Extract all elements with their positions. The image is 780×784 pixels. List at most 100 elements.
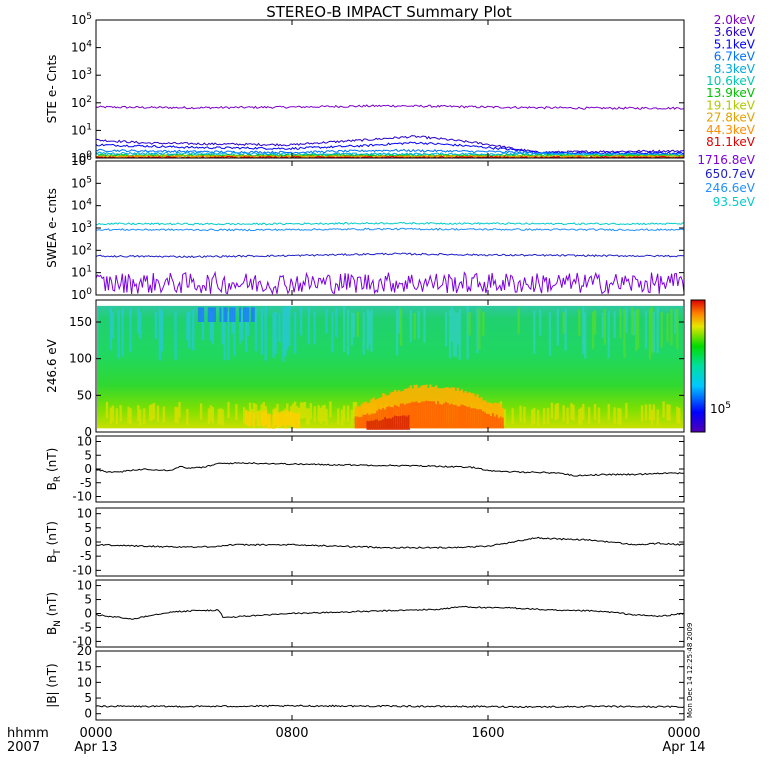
heatmap-stripe: [572, 404, 575, 421]
y-tick-label: 5: [84, 521, 92, 535]
legend-entry: 8.3keV: [714, 62, 756, 76]
heatmap-stripe: [652, 311, 655, 353]
y-tick-label: -5: [80, 620, 92, 634]
heatmap-stripe: [111, 405, 115, 422]
heatmap-stripe: [546, 408, 550, 425]
heatmap-stripe: [282, 410, 285, 426]
heatmap-stripe: [582, 404, 585, 421]
heatmap-stripe: [476, 307, 479, 353]
heatmap-stripe: [537, 409, 540, 427]
heatmap-stripe: [221, 306, 224, 344]
heatmap-stripe: [268, 414, 271, 429]
heatmap-stripe: [235, 404, 238, 421]
heatmap-stripe: [399, 308, 403, 347]
heatmap-stripe: [360, 416, 363, 429]
legend-entry: 19.1keV: [706, 98, 756, 112]
heatmap-stripe: [601, 312, 605, 338]
heatmap-stripe: [562, 405, 565, 422]
heatmap-stripe: [499, 404, 503, 429]
heatmap-stripe: [450, 403, 454, 429]
legend-entry: 650.7eV: [705, 167, 756, 181]
heatmap-stripe: [209, 310, 213, 341]
heatmap-stripe: [186, 409, 189, 426]
time-tick-label: 0000: [79, 726, 112, 741]
heatmap-stripe: [433, 401, 436, 429]
heatmap-stripe: [382, 408, 385, 429]
heatmap-stripe: [209, 405, 213, 422]
heatmap-stripe: [260, 308, 263, 355]
heatmap-stripe: [239, 309, 242, 344]
heatmap-stripe: [380, 420, 383, 430]
heatmap-stripe: [648, 404, 652, 421]
heatmap-stripe: [644, 311, 648, 349]
heatmap-stripe: [625, 308, 628, 334]
series-bt-b: [96, 536, 685, 549]
heatmap-stripe: [356, 416, 360, 429]
heatmap-stripe: [219, 408, 222, 425]
heatmap-stripe: [341, 409, 344, 426]
heatmap-stripe: [562, 312, 565, 334]
heatmap-stripe: [395, 416, 399, 430]
heatmap-stripe: [415, 401, 418, 429]
heatmap-stripe: [488, 414, 491, 429]
y-tick-label: 104: [71, 198, 92, 213]
heatmap-stripe: [278, 412, 281, 428]
series-swea-246.6eV: [95, 227, 685, 232]
y-tick-label: 5: [84, 448, 92, 462]
heatmap-stripe: [458, 406, 461, 429]
heatmap-stripe: [403, 415, 407, 430]
heatmap-stripe: [636, 308, 640, 349]
heatmap-stripe: [374, 419, 377, 430]
heatmap-stripe: [497, 418, 501, 429]
y-tick-label: 0: [84, 462, 92, 476]
heatmap-stripe: [444, 311, 448, 347]
heatmap-stripe: [591, 312, 595, 350]
heatmap-stripe: [158, 308, 162, 361]
heatmap-stripe: [143, 408, 146, 425]
panel-frame: [95, 507, 685, 577]
heatmap-stripe: [666, 313, 669, 342]
heatmap-stripe: [109, 407, 113, 424]
heatmap-stripe: [174, 310, 177, 360]
heatmap-stripe: [419, 402, 422, 429]
series-ste-2.0keV: [95, 104, 685, 110]
legend-entry: 2.0keV: [714, 13, 756, 27]
heatmap-stripe: [276, 413, 279, 428]
heatmap-stripe: [382, 419, 385, 430]
heatmap-stripe: [364, 414, 367, 429]
heatmap-stripe: [331, 311, 334, 353]
heatmap-stripe: [250, 307, 254, 322]
y-tick-label: -10: [72, 490, 92, 504]
time-axis-corner-top: hhmm: [7, 726, 49, 741]
heatmap-stripe: [199, 307, 203, 322]
heatmap-stripe: [676, 406, 679, 423]
heatmap-stripe: [454, 312, 458, 357]
y-tick-label: -5: [80, 476, 92, 490]
heatmap-stripe: [260, 410, 263, 426]
heatmap-stripe: [489, 415, 493, 429]
heatmap-stripe: [417, 402, 420, 429]
heatmap-stripe: [325, 308, 328, 334]
heatmap-stripe: [346, 309, 350, 356]
heatmap-stripe: [117, 310, 120, 359]
heatmap-stripe: [223, 307, 226, 322]
y-tick-label: 0: [84, 535, 92, 549]
heatmap-stripe: [421, 401, 424, 429]
heatmap-stripe: [480, 409, 483, 429]
heatmap-stripe: [244, 312, 248, 352]
heatmap-stripe: [452, 405, 456, 429]
heatmap-stripe: [617, 407, 620, 425]
series-swea-1716.8eV: [95, 270, 685, 296]
heatmap-stripe: [499, 416, 503, 429]
heatmap-stripe: [262, 412, 265, 427]
colorbar-tick-label: 105: [710, 401, 731, 416]
time-tick-label: 0000: [667, 726, 700, 741]
heatmap-stripe: [352, 402, 356, 419]
heatmap-stripe: [578, 309, 581, 336]
heatmap-stripe: [368, 421, 371, 430]
heatmap-stripe: [115, 408, 118, 425]
heatmap-stripe: [248, 402, 252, 419]
heatmap-stripe: [111, 312, 115, 339]
y-tick-label: 106: [71, 153, 92, 168]
panel-pad: 0 50 100 150 246.6 eV: [45, 299, 685, 439]
